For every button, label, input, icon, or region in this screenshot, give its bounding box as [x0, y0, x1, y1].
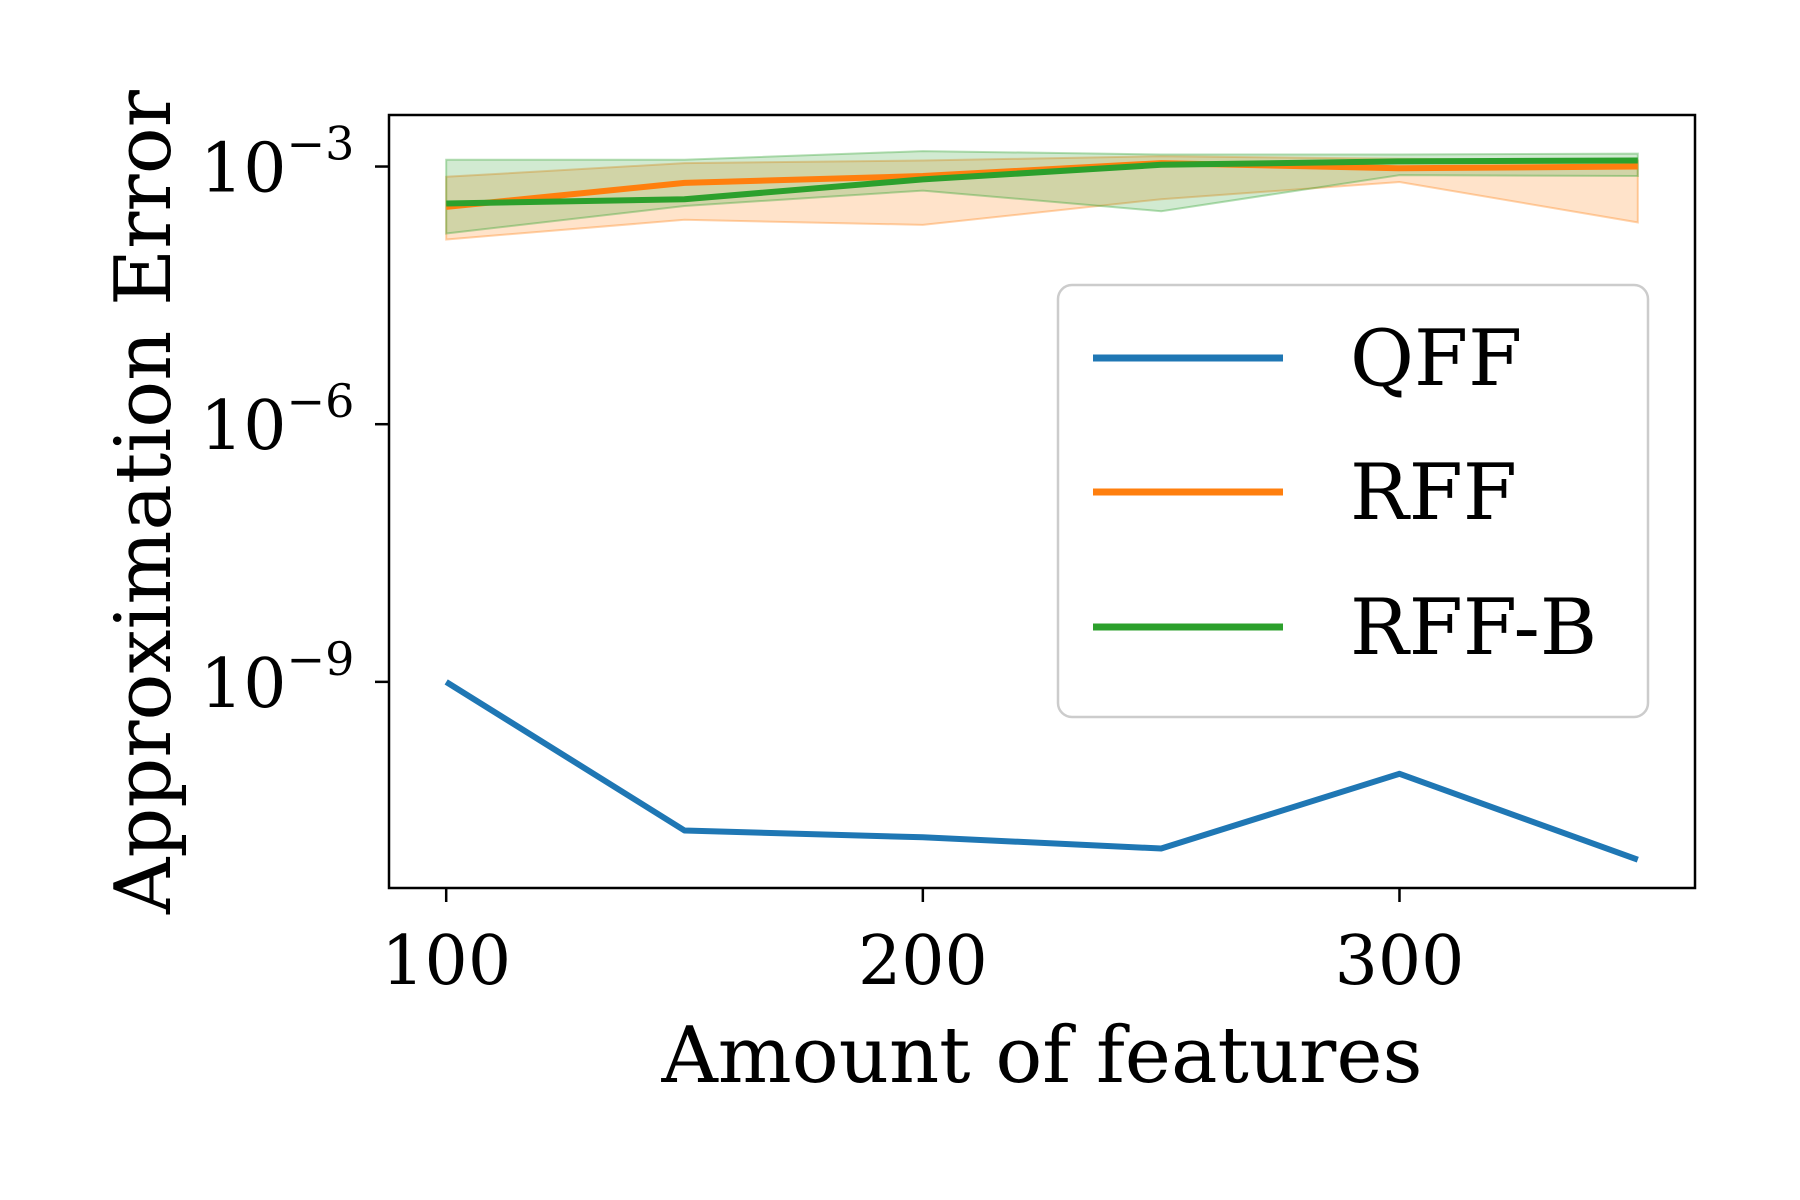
legend-label-rff: RFF [1350, 448, 1517, 538]
y-axis-ticks: 10−3 10−6 10−9 [200, 117, 389, 724]
x-tick-label: 100 [381, 922, 511, 1001]
series-line-qff [444, 679, 1639, 863]
legend-label-qff: QFF [1350, 314, 1522, 404]
y-tick-label: 10−6 [200, 374, 354, 466]
legend-label-rff-b: RFF-B [1350, 583, 1597, 673]
series-line-rff-b [446, 157, 1638, 207]
y-axis-label: Approximation Error [99, 89, 189, 915]
y-tick-label: 10−9 [200, 632, 354, 724]
plot-frame [387, 113, 1697, 890]
x-tick-label: 300 [1335, 922, 1465, 1001]
x-axis-label: Amount of features [660, 1011, 1422, 1101]
confidence-bands [445, 150, 1639, 241]
legend: QFF RFF RFF-B [1056, 283, 1650, 719]
x-tick-label: 200 [858, 922, 988, 1001]
x-axis-ticks: 100 200 300 [381, 888, 1464, 1001]
band-rff-b [445, 150, 1639, 235]
y-tick-label: 10−3 [200, 117, 354, 209]
band-rff [445, 155, 1639, 241]
legend-frame [1056, 283, 1650, 719]
series-lines [444, 157, 1639, 863]
